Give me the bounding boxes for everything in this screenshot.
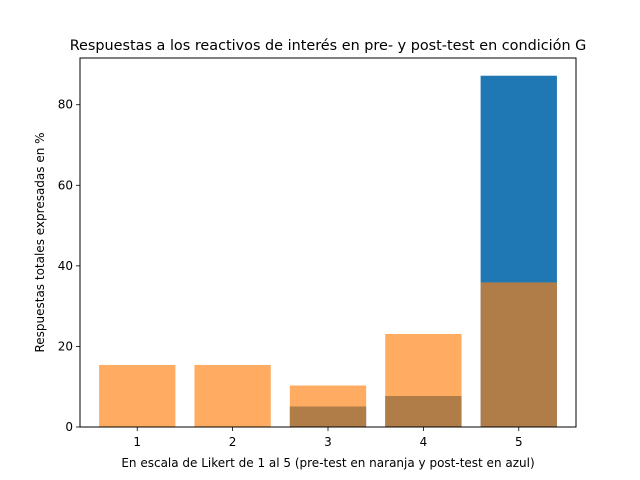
x-axis-label: En escala de Likert de 1 al 5 (pre-test … (121, 456, 534, 470)
y-tick-label-60: 60 (58, 178, 73, 192)
x-tick-label-1: 1 (133, 435, 141, 449)
y-tick-label-0: 0 (65, 420, 73, 434)
bars-group (99, 75, 557, 428)
x-axis: 1 2 3 4 5 (133, 427, 523, 449)
chart-title: Respuestas a los reactivos de interés en… (70, 38, 587, 54)
y-axis-label: Respuestas totales expresadas en % (33, 132, 47, 352)
bar-series2-3 (289, 385, 367, 427)
y-tick-label-20: 20 (58, 339, 73, 353)
bar-series2-5 (480, 282, 557, 427)
x-tick-label-2: 2 (229, 435, 237, 449)
x-tick-label-4: 4 (420, 435, 428, 449)
bar-series2-2 (194, 364, 271, 427)
y-tick-label-40: 40 (58, 259, 73, 273)
x-tick-label-5: 5 (515, 435, 523, 449)
bar-series2-1 (99, 364, 176, 427)
y-tick-label-80: 80 (58, 98, 73, 112)
y-axis: 0 20 40 60 80 (58, 98, 80, 434)
bar-series2-4 (385, 333, 462, 427)
x-tick-label-3: 3 (324, 435, 332, 449)
